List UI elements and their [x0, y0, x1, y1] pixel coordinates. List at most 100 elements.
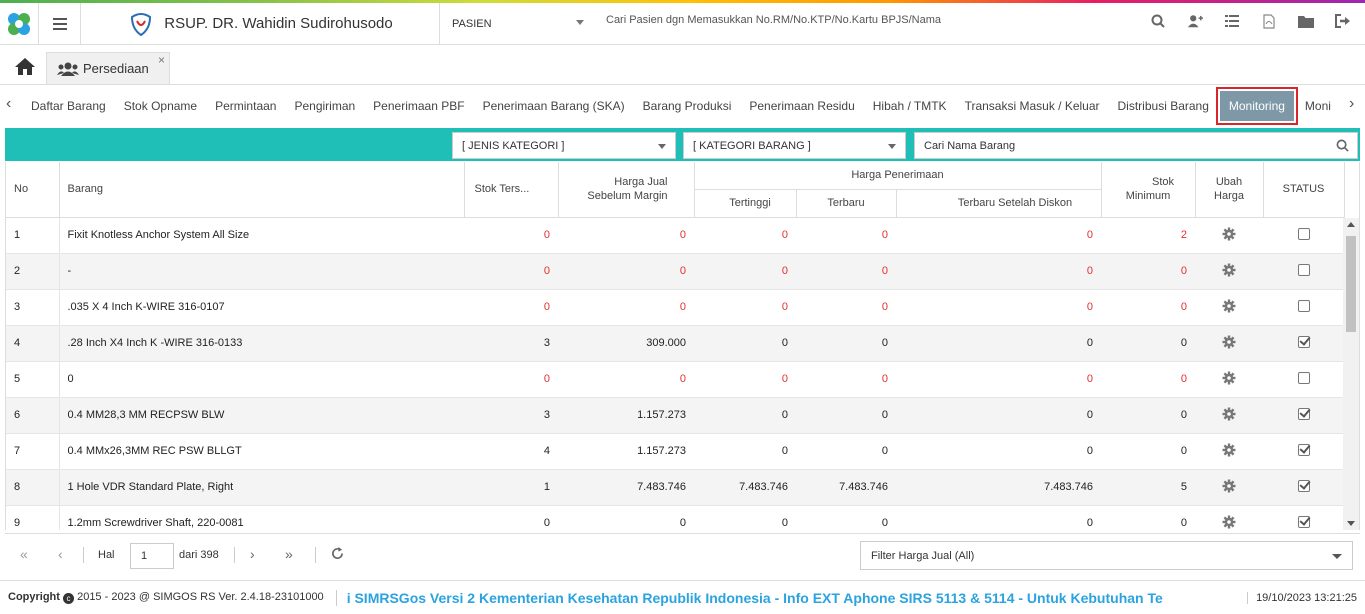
next-page-icon[interactable]: ›	[250, 546, 255, 562]
monitoring-table: No Barang Stok Ters... Harga Jual Sebelu…	[5, 162, 1360, 530]
last-page-icon[interactable]: »	[285, 546, 293, 562]
refresh-icon[interactable]	[331, 547, 344, 563]
row-harga-jual: 0	[558, 217, 694, 254]
hamburger-menu-button[interactable]	[39, 3, 81, 44]
col-header-harga-jual-line1: Harga Jual	[614, 176, 668, 189]
row-stok-minimum: 0	[1101, 433, 1196, 470]
row-tertinggi: 0	[694, 397, 796, 434]
page-number-input[interactable]	[130, 543, 174, 569]
menu-item-transaksi-masuk-keluar[interactable]: Transaksi Masuk / Keluar	[964, 99, 1100, 113]
chevron-right-icon[interactable]: ›	[1349, 95, 1355, 112]
copyright-symbol-icon: c	[63, 593, 75, 604]
first-page-icon[interactable]: «	[20, 546, 28, 562]
copyright-text: Copyright c 2015 - 2023 @ SIMGOS RS Ver.…	[0, 591, 324, 604]
gear-icon[interactable]	[1222, 371, 1236, 388]
status-checkbox[interactable]	[1297, 335, 1310, 348]
row-tertinggi: 0	[694, 325, 796, 362]
col-header-stok[interactable]: Stok Ters...	[464, 162, 559, 218]
menu-item-penerimaan-pbf[interactable]: Penerimaan PBF	[373, 99, 465, 113]
gear-icon[interactable]	[1222, 479, 1236, 496]
app-logo[interactable]	[0, 3, 39, 44]
search-icon[interactable]	[1336, 139, 1349, 152]
item-search-input[interactable]: Cari Nama Barang	[914, 132, 1358, 159]
logout-icon[interactable]	[1335, 13, 1351, 29]
menu-item-stok-opname[interactable]: Stok Opname	[123, 99, 198, 113]
kategori-barang-select[interactable]: [ KATEGORI BARANG ]	[683, 132, 906, 159]
status-checkbox[interactable]	[1297, 227, 1310, 240]
col-header-barang[interactable]: Barang	[59, 162, 465, 218]
table-row[interactable]: 1 Fixit Knotless Anchor System All Size 0 0…	[6, 217, 1345, 254]
chevron-left-icon[interactable]: ‹	[6, 95, 12, 112]
col-header-harga-jual[interactable]: Harga Jual Sebelum Margin	[558, 162, 695, 218]
gear-icon[interactable]	[1222, 515, 1236, 531]
scroll-up-icon[interactable]	[1347, 222, 1355, 227]
gear-icon[interactable]	[1222, 335, 1236, 352]
status-checkbox[interactable]	[1297, 299, 1310, 312]
gear-icon[interactable]	[1222, 299, 1236, 316]
row-terbaru-diskon: 0	[896, 505, 1102, 530]
row-status	[1263, 289, 1345, 326]
table-row[interactable]: 9 1.2mm Screwdriver Shaft, 220-0081 0 0 0 0 0 0	[6, 505, 1345, 531]
row-stok-minimum: 0	[1101, 325, 1196, 362]
harga-jual-filter-select[interactable]: Filter Harga Jual (All)	[860, 541, 1353, 570]
status-checkbox[interactable]	[1297, 263, 1310, 276]
row-barang: 0	[59, 361, 464, 398]
menu-item-hibah-tmtk[interactable]: Hibah / TMTK	[872, 99, 947, 113]
col-header-terbaru-diskon[interactable]: Terbaru Setelah Diskon	[896, 189, 1102, 218]
tab-persediaan[interactable]: Persediaan ×	[46, 52, 170, 84]
gear-icon[interactable]	[1222, 227, 1236, 244]
row-harga-jual: 0	[558, 253, 694, 290]
table-row[interactable]: 3.035 X 4 Inch K-WIRE 316-0107 0 0 0 0 0 0	[6, 289, 1345, 326]
row-terbaru: 0	[796, 253, 896, 290]
col-header-no[interactable]: No	[6, 162, 60, 218]
status-checkbox[interactable]	[1297, 443, 1310, 456]
status-checkbox[interactable]	[1297, 407, 1310, 420]
row-terbaru: 0	[796, 505, 896, 530]
list-icon[interactable]	[1224, 13, 1240, 29]
row-ubah-harga	[1195, 397, 1264, 434]
patient-selector[interactable]: PASIEN	[441, 3, 594, 44]
table-row[interactable]: 6 0.4 MM28,3 MM RECPSW BLW 3 1.157.273 0 0 0 0	[6, 397, 1345, 434]
row-no: 3	[6, 289, 60, 326]
patient-search-input[interactable]: Cari Pasien dgn Memasukkan No.RM/No.KTP/…	[606, 14, 942, 26]
menu-item-pengiriman[interactable]: Pengiriman	[294, 99, 356, 113]
status-checkbox[interactable]	[1297, 479, 1310, 492]
menu-item-daftar-barang[interactable]: Daftar Barang	[31, 99, 106, 113]
menu-item-penerimaan-residu[interactable]: Penerimaan Residu	[749, 99, 855, 113]
close-icon[interactable]: ×	[157, 53, 165, 67]
menu-item-penerimaan-barang-ska[interactable]: Penerimaan Barang (SKA)	[482, 99, 625, 113]
jenis-kategori-select[interactable]: [ JENIS KATEGORI ]	[452, 132, 676, 159]
gear-icon[interactable]	[1222, 263, 1236, 280]
menu-item-distribusi-barang[interactable]: Distribusi Barang	[1117, 99, 1209, 113]
home-icon[interactable]	[15, 58, 35, 78]
status-checkbox[interactable]	[1297, 515, 1310, 528]
row-status	[1263, 253, 1345, 290]
table-scrollbar[interactable]	[1343, 218, 1359, 530]
col-header-tertinggi[interactable]: Tertinggi	[694, 189, 797, 218]
chevron-down-icon	[1332, 554, 1342, 559]
menu-item-permintaan[interactable]: Permintaan	[215, 99, 277, 113]
status-checkbox[interactable]	[1297, 371, 1310, 384]
pdf-icon[interactable]	[1261, 13, 1277, 29]
scrollbar-thumb[interactable]	[1346, 236, 1356, 332]
add-user-icon[interactable]	[1187, 13, 1203, 29]
menu-item-moni[interactable]: Moni	[1304, 99, 1331, 113]
search-icon[interactable]	[1150, 13, 1166, 29]
row-ubah-harga	[1195, 361, 1264, 398]
row-stok: 0	[464, 289, 558, 326]
col-header-terbaru[interactable]: Terbaru	[796, 189, 897, 218]
menu-item-barang-produksi[interactable]: Barang Produksi	[642, 99, 732, 113]
gear-icon[interactable]	[1222, 407, 1236, 424]
prev-page-icon[interactable]: ‹	[58, 546, 63, 562]
folder-icon[interactable]	[1298, 13, 1314, 29]
table-row[interactable]: 7 0.4 MMx26,3MM REC PSW BLLGT 4 1.157.273 0 0…	[6, 433, 1345, 470]
menu-item-monitoring[interactable]: Monitoring	[1215, 87, 1298, 125]
row-terbaru: 0	[796, 361, 896, 398]
scroll-down-icon[interactable]	[1347, 521, 1355, 526]
col-header-stok-minimum[interactable]: Stok Minimum	[1101, 162, 1196, 218]
table-row[interactable]: 4.28 Inch X4 Inch K -WIRE 316-0133 3 309.0…	[6, 325, 1345, 362]
gear-icon[interactable]	[1222, 443, 1236, 460]
